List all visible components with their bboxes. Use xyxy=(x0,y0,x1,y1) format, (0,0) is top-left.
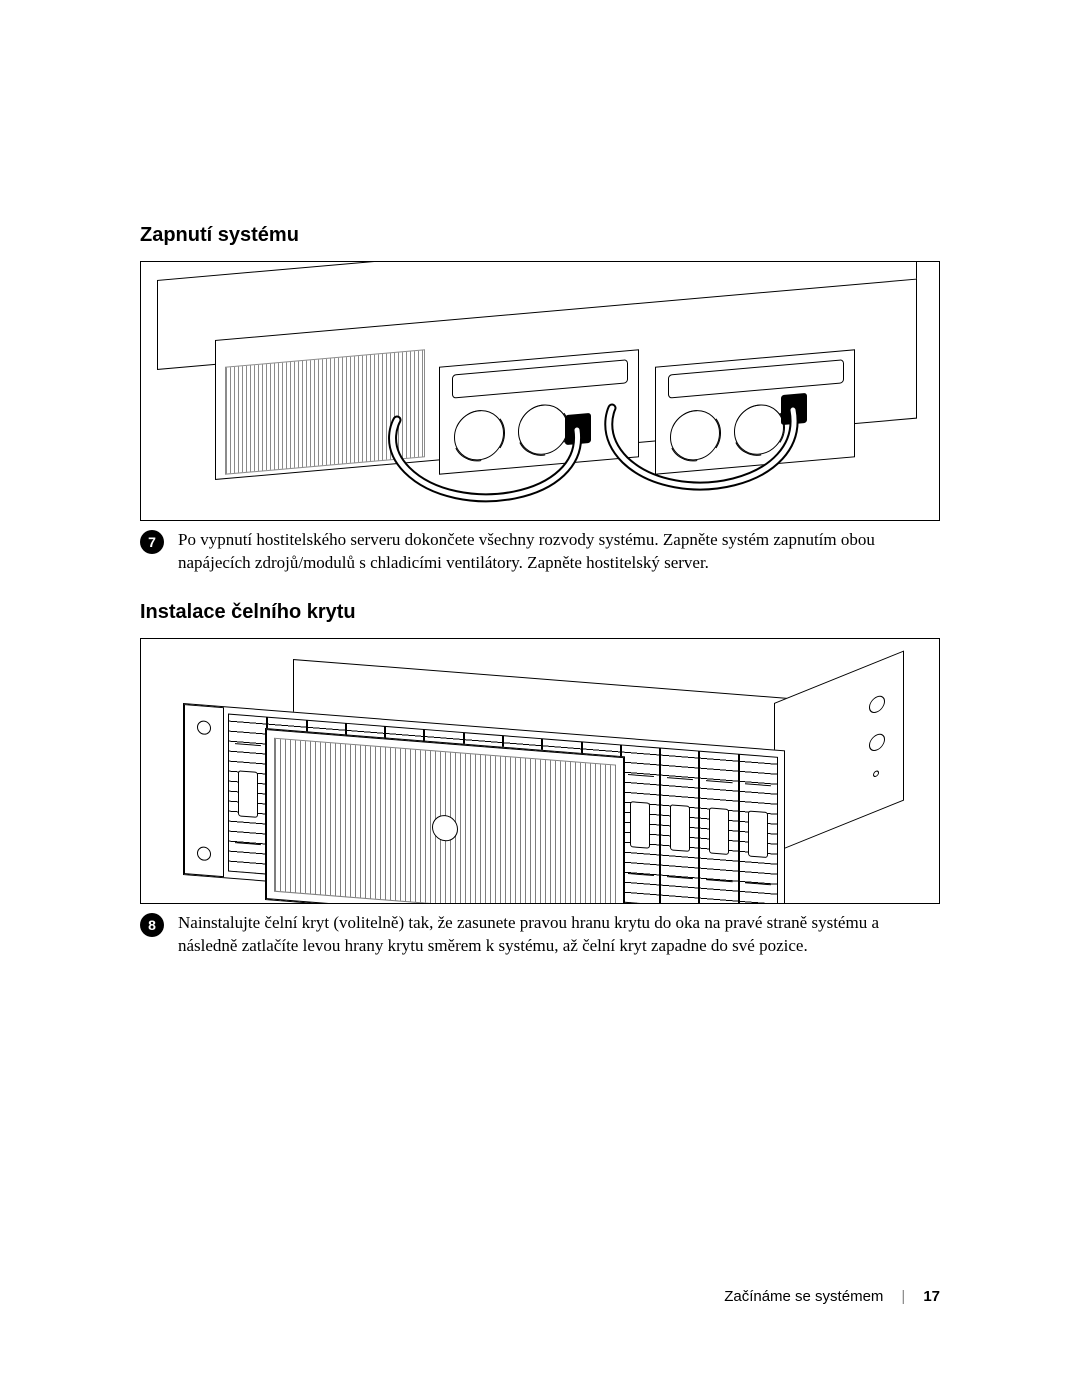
status-led-icon xyxy=(873,769,879,777)
footer-separator: | xyxy=(901,1288,905,1305)
server-rear-illustration xyxy=(157,280,917,510)
power-cords-icon xyxy=(157,280,917,510)
step-7: 7 Po vypnutí hostitelského serveru dokon… xyxy=(140,529,940,575)
heading-zapnuti-systemu: Zapnutí systému xyxy=(140,224,940,247)
drive-bay-icon xyxy=(699,751,738,904)
power-button-icon xyxy=(869,693,885,715)
step-8: 8 Nainstalujte čelní kryt (volitelně) ta… xyxy=(140,912,940,958)
figure-power-on-system xyxy=(140,261,940,521)
figure-install-bezel xyxy=(140,638,940,904)
server-front-illustration xyxy=(183,659,903,887)
step-7-text: Po vypnutí hostitelského serveru dokonče… xyxy=(178,529,940,575)
heading-instalace-celniho-krytu: Instalace čelního krytu xyxy=(140,601,940,624)
drive-bay-icon xyxy=(739,754,778,904)
document-page: Zapnutí systému xyxy=(0,0,1080,1397)
step-8-text: Nainstalujte čelní kryt (volitelně) tak,… xyxy=(178,912,940,958)
footer-chapter-title: Začínáme se systémem xyxy=(724,1288,883,1305)
step-number-bullet: 8 xyxy=(140,913,164,937)
control-panel-icon xyxy=(774,650,904,853)
front-bezel-icon xyxy=(265,728,625,904)
page-footer: Začínáme se systémem | 17 xyxy=(724,1288,940,1305)
id-button-icon xyxy=(869,731,885,753)
drive-bay-icon xyxy=(228,713,267,874)
drive-bay-icon xyxy=(621,744,660,904)
footer-page-number: 17 xyxy=(923,1288,940,1305)
step-number-bullet: 7 xyxy=(140,530,164,554)
rack-ear-icon xyxy=(184,704,224,877)
drive-bay-icon xyxy=(660,747,699,903)
